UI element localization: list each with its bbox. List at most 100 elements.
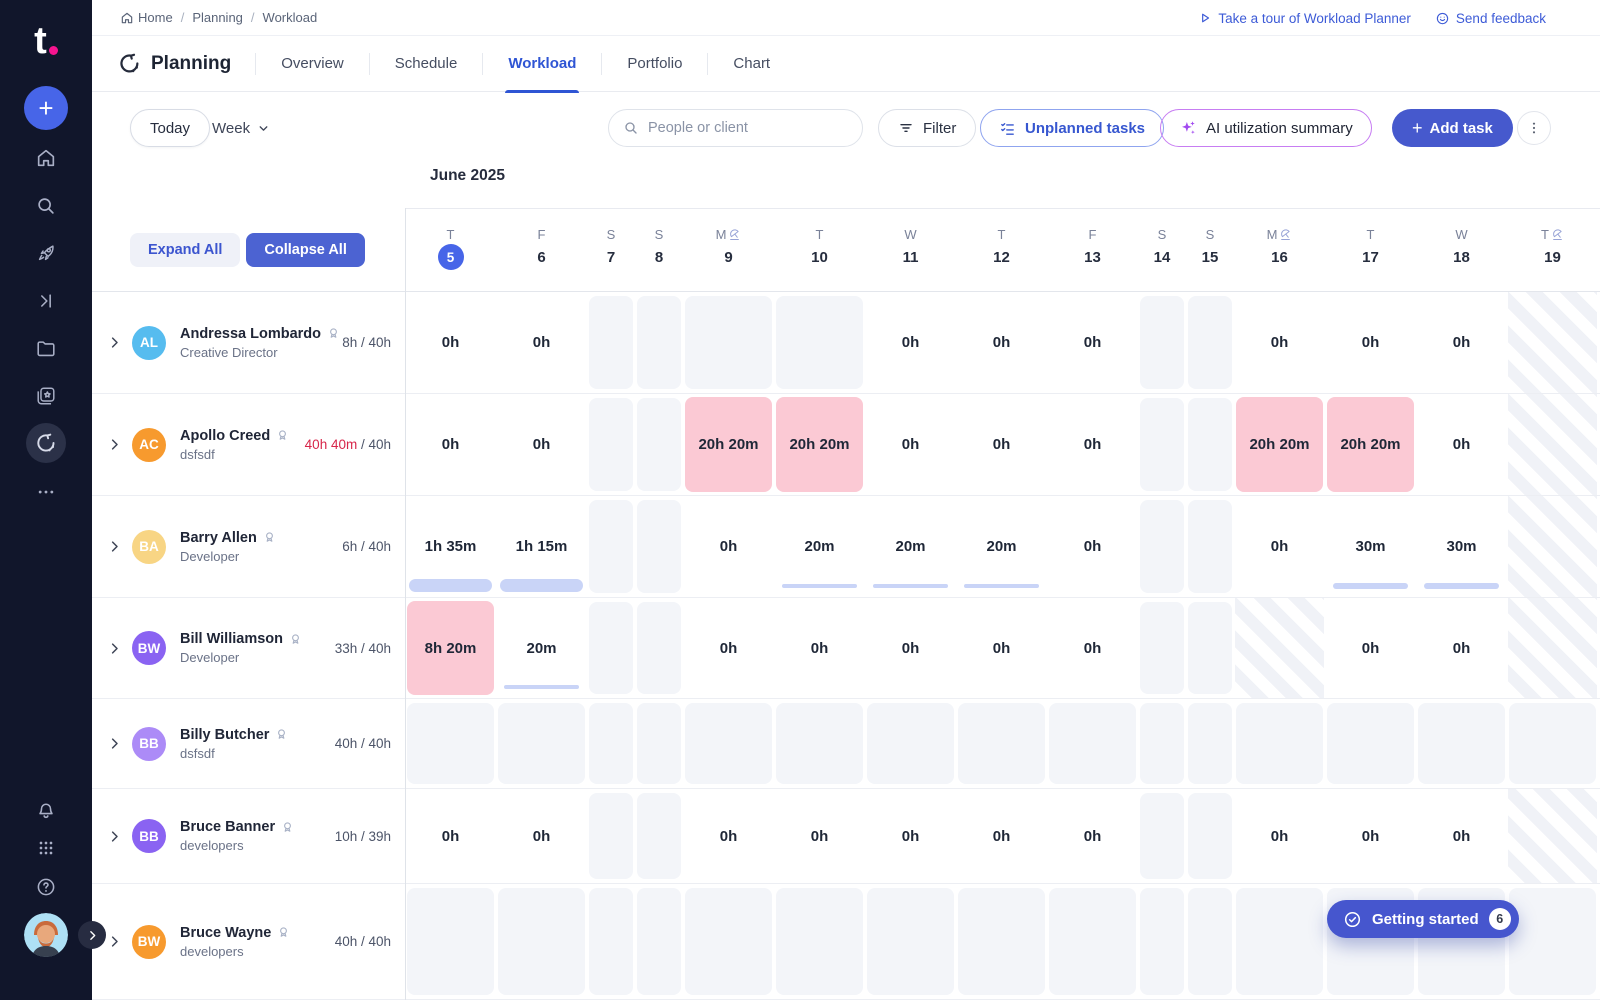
workload-cell[interactable]: 0h <box>1325 598 1416 698</box>
day-header-11[interactable]: W 11 <box>865 209 956 291</box>
workload-cell[interactable] <box>405 884 496 999</box>
expand-row-button[interactable] <box>102 934 126 949</box>
workload-cell[interactable]: 1h 35m <box>405 496 496 597</box>
workload-cell[interactable]: 0h <box>1325 789 1416 883</box>
workload-cell[interactable]: 30m <box>1325 496 1416 597</box>
sidebar-item-projects[interactable] <box>0 336 92 362</box>
workload-cell[interactable] <box>635 496 683 597</box>
workload-cell[interactable] <box>1507 699 1598 788</box>
search-input[interactable] <box>648 120 838 136</box>
unplanned-tasks-button[interactable]: Unplanned tasks <box>980 109 1165 147</box>
workload-cell[interactable] <box>587 394 635 495</box>
workload-cell[interactable] <box>1138 699 1186 788</box>
person-name[interactable]: Bill Williamson <box>180 631 335 647</box>
workload-cell[interactable] <box>1507 598 1598 698</box>
sidebar-item-help[interactable] <box>0 874 92 900</box>
workload-cell[interactable] <box>496 884 587 999</box>
workload-cell[interactable]: 0h <box>496 394 587 495</box>
workload-cell[interactable]: 0h <box>496 292 587 393</box>
sidebar-item-more[interactable] <box>0 479 92 505</box>
workload-cell[interactable] <box>1186 598 1234 698</box>
workload-cell[interactable]: 20h 20m <box>683 394 774 495</box>
workload-cell[interactable]: 0h <box>956 292 1047 393</box>
quick-add-button[interactable]: + <box>24 86 68 130</box>
workload-cell[interactable]: 0h <box>1416 598 1507 698</box>
take-tour-link[interactable]: Take a tour of Workload Planner <box>1198 11 1411 26</box>
workload-cell[interactable]: 0h <box>405 394 496 495</box>
breadcrumb-workload[interactable]: Workload <box>262 10 318 25</box>
search-box[interactable] <box>608 109 863 147</box>
workload-cell[interactable]: 0h <box>1234 496 1325 597</box>
expand-row-button[interactable] <box>102 539 126 554</box>
workload-cell[interactable] <box>1138 292 1186 393</box>
workload-cell[interactable]: 0h <box>683 598 774 698</box>
day-header-17[interactable]: T 17 <box>1325 209 1416 291</box>
person-name[interactable]: Bruce Banner <box>180 819 335 835</box>
expand-row-button[interactable] <box>102 736 126 751</box>
view-mode-dropdown[interactable]: Week <box>212 109 270 147</box>
workload-cell[interactable]: 0h <box>405 292 496 393</box>
workload-cell[interactable] <box>1507 884 1598 999</box>
expand-sidebar-button[interactable] <box>78 921 106 949</box>
collapse-all-button[interactable]: Collapse All <box>246 232 365 267</box>
workload-cell[interactable]: 0h <box>774 789 865 883</box>
workload-cell[interactable] <box>774 884 865 999</box>
add-task-button[interactable]: + Add task <box>1392 109 1513 147</box>
workload-cell[interactable]: 20h 20m <box>1325 394 1416 495</box>
day-header-12[interactable]: T 12 <box>956 209 1047 291</box>
workload-cell[interactable] <box>1138 394 1186 495</box>
day-header-18[interactable]: W 18 <box>1416 209 1507 291</box>
workload-cell[interactable] <box>405 699 496 788</box>
workload-cell[interactable] <box>865 884 956 999</box>
person-name[interactable]: Apollo Creed <box>180 428 305 444</box>
user-avatar[interactable] <box>24 913 68 957</box>
workload-cell[interactable] <box>1138 496 1186 597</box>
workload-cell[interactable] <box>1186 496 1234 597</box>
workload-cell[interactable] <box>1507 789 1598 883</box>
workload-cell[interactable] <box>1047 884 1138 999</box>
workload-cell[interactable] <box>1186 884 1234 999</box>
workload-cell[interactable] <box>956 699 1047 788</box>
day-header-16[interactable]: M 16 <box>1234 209 1325 291</box>
workload-cell[interactable] <box>587 884 635 999</box>
breadcrumb-planning[interactable]: Planning <box>192 10 243 25</box>
expand-row-button[interactable] <box>102 829 126 844</box>
workload-cell[interactable]: 20m <box>956 496 1047 597</box>
workload-cell[interactable]: 0h <box>865 292 956 393</box>
workload-cell[interactable]: 0h <box>865 598 956 698</box>
sidebar-item-search[interactable] <box>0 193 92 219</box>
workload-cell[interactable]: 0h <box>496 789 587 883</box>
breadcrumb-home[interactable]: Home <box>138 10 173 25</box>
workload-cell[interactable] <box>1507 394 1598 495</box>
sidebar-item-notifications[interactable] <box>0 796 92 822</box>
person-name[interactable]: Barry Allen <box>180 530 342 546</box>
workload-cell[interactable] <box>635 598 683 698</box>
workload-cell[interactable] <box>635 699 683 788</box>
person-name[interactable]: Bruce Wayne <box>180 925 335 941</box>
workload-cell[interactable] <box>635 292 683 393</box>
day-header-15[interactable]: S 15 <box>1186 209 1234 291</box>
workload-cell[interactable] <box>683 699 774 788</box>
workload-cell[interactable]: 0h <box>1047 789 1138 883</box>
workload-cell[interactable] <box>1325 699 1416 788</box>
workload-cell[interactable] <box>865 699 956 788</box>
sidebar-item-apps[interactable] <box>0 835 92 861</box>
more-options-button[interactable] <box>1517 111 1551 145</box>
day-header-19[interactable]: T 19 <box>1507 209 1598 291</box>
workload-cell[interactable]: 20m <box>774 496 865 597</box>
workload-cell[interactable] <box>587 598 635 698</box>
workload-cell[interactable] <box>587 496 635 597</box>
workload-cell[interactable] <box>587 699 635 788</box>
person-name[interactable]: Billy Butcher <box>180 727 335 743</box>
workload-cell[interactable]: 0h <box>1416 394 1507 495</box>
workload-cell[interactable]: 0h <box>865 789 956 883</box>
workload-cell[interactable]: 0h <box>956 789 1047 883</box>
sidebar-item-templates[interactable] <box>0 383 92 409</box>
workload-cell[interactable] <box>1186 699 1234 788</box>
workload-cell[interactable] <box>1234 699 1325 788</box>
workload-cell[interactable] <box>1234 884 1325 999</box>
today-button[interactable]: Today <box>130 109 211 147</box>
workload-cell[interactable] <box>956 884 1047 999</box>
